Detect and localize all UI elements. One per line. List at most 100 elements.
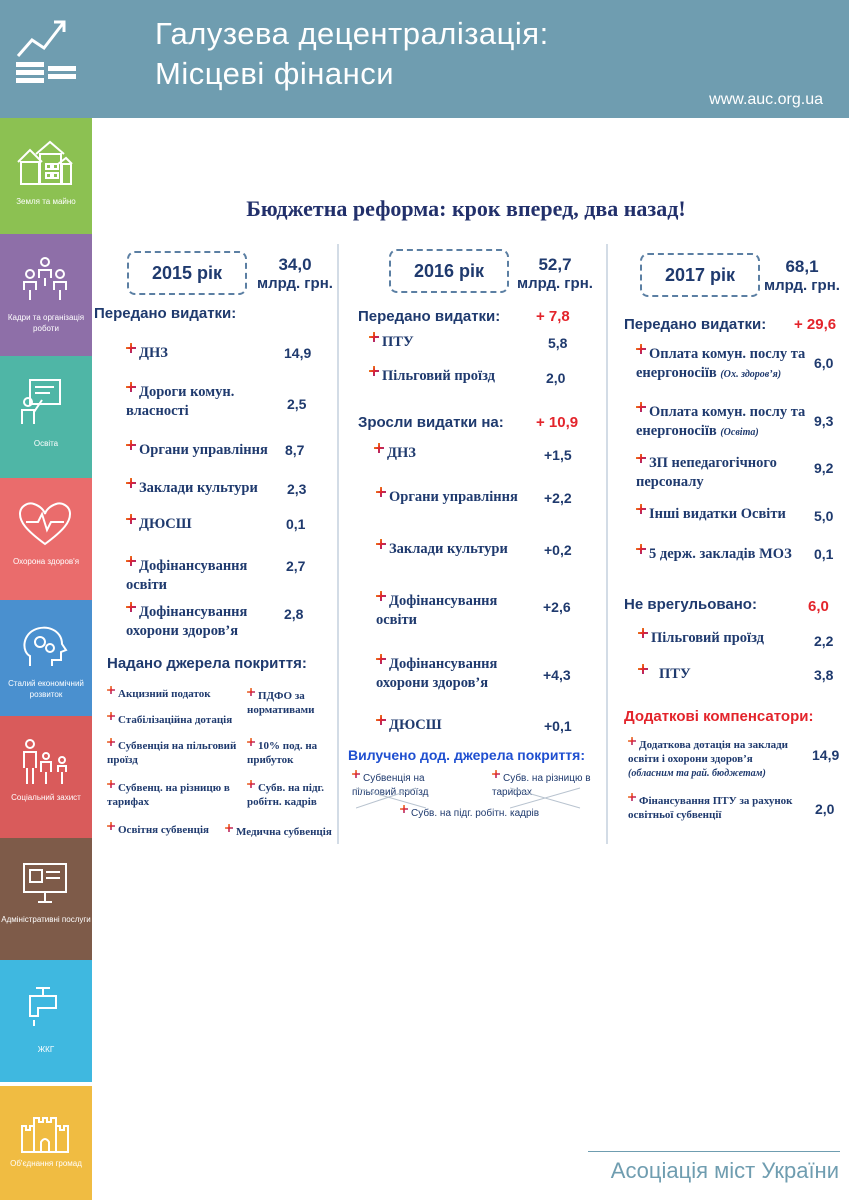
source-item: Освітня субвенція [107,822,209,837]
head-gears-icon [23,626,68,666]
sidebar-item-housing[interactable]: ЖКГ [0,960,92,1082]
list-value: 2,0 [815,801,835,817]
list-value: 9,3 [814,413,834,429]
transferred-label-2015: Передано видатки: [94,305,237,322]
list-value: 8,7 [285,442,305,458]
list-value: 2,0 [546,370,566,386]
strike-lines [510,787,581,809]
people-icon [23,257,67,300]
list-value: +0,1 [544,718,572,734]
source-item: ПДФО за нормативами [247,688,315,716]
year-2016-box: 2016 рік [389,249,509,293]
increased-label-2016: Зросли видатки на: [358,414,504,431]
sidebar-item-staff[interactable]: Кадри та організація роботи [0,234,92,356]
list-value: +4,3 [543,667,571,683]
list-value: +0,2 [544,542,572,558]
list-item: Оплата комун. послу та енергоносіїв (Ох.… [636,344,806,381]
sidebar-item-education[interactable]: Освіта [0,356,92,478]
list-item: Заклади культури [126,478,258,498]
list-item: ДЮСШ [126,514,192,534]
year-2015-box: 2015 рік [127,251,247,295]
list-value: +2,2 [544,490,572,506]
compensator-item: Фінансування ПТУ за рахунок освітньої су… [628,793,793,821]
faucet-icon [29,987,57,1026]
unsettled-value-2017: 6,0 [808,598,829,615]
source-item: Субвенція на пільговий проїзд [107,738,237,766]
list-value: 2,8 [284,606,304,622]
list-value: 2,5 [287,396,307,412]
transferred-label-2017: Передано видатки: [624,316,767,333]
unsettled-label-2017: Не врегульовано: [624,596,757,613]
list-item: ДНЗ [374,443,416,463]
transferred-delta-2017: + 29,6 [794,316,837,333]
list-value: 14,9 [284,345,312,361]
sidebar: Земля та майно Кадри та організація робо… [0,118,92,1200]
title-line-1: Галузева децентралізація: [155,16,549,51]
transferred-delta-2016: + 7,8 [536,308,570,325]
sidebar-item-admin[interactable]: Адміністративні послуги [0,838,92,960]
amount-2015: 34,0 млрд. грн. [257,255,333,292]
list-item: Дофінансування освіти [126,556,248,593]
list-value: 5,0 [814,508,834,524]
sidebar-item-social[interactable]: Соціальний захист [0,716,92,838]
list-item: Оплата комун. послу та енергоносіїв (Осв… [636,402,806,439]
list-value: +2,6 [543,599,571,615]
list-value: 5,8 [548,335,568,351]
list-value: +1,5 [544,447,572,463]
list-value: 2,3 [287,481,307,497]
column-divider [337,244,339,844]
list-item: ДЮСШ [376,715,442,735]
list-item: Заклади культури [376,539,508,559]
list-value: 14,9 [812,747,840,763]
increased-delta-2016: + 10,9 [536,414,579,431]
source-item: Акцизний податок [107,686,211,701]
sidebar-item-economy[interactable]: Сталий економічний розвиток [0,600,92,722]
list-item: Дофінансування освіти [376,591,498,628]
removed-label-2016: Вилучено дод. джерела покриття: [348,747,585,763]
sources-label-2015: Надано джерела покриття: [107,655,307,672]
sidebar-item-land[interactable]: Земля та майно [0,118,92,240]
source-item: 10% под. на прибуток [247,738,318,766]
amount-2017: 68,1 млрд. грн. [764,257,840,294]
list-value: 9,2 [814,460,834,476]
source-item: Стабілізаційна дотація [107,712,232,727]
family-icon [23,739,67,784]
header: Галузева децентралізація: Місцеві фінанс… [0,0,849,118]
year-2017-box: 2017 рік [640,253,760,297]
site-url[interactable]: www.auc.org.ua [709,91,823,108]
list-value: 2,2 [814,633,834,649]
transferred-label-2016: Передано видатки: [358,308,501,325]
list-item: Дофінансування охорони здоров’я [126,602,248,639]
list-item: Пільговий проїзд [638,628,764,648]
list-item: Інші видатки Освіти [636,504,786,524]
list-item: Органи управління [126,440,268,460]
castle-icon [21,1117,69,1153]
list-value: 0,1 [286,516,306,532]
title-line-2: Місцеві фінанси [155,56,395,91]
infographic-title: Бюджетна реформа: крок вперед, два назад… [246,196,686,221]
sidebar-item-communities[interactable]: Об'єднання громад [0,1086,92,1200]
teacher-board-icon [21,379,61,424]
houses-icon [17,140,73,185]
footer-org-name: Асоціація міст України [610,1158,839,1183]
source-item: Субв. на підг. робітн. кадрів [247,780,325,808]
list-value: 6,0 [814,355,834,371]
growth-chart-icon [16,20,76,83]
column-divider [606,244,608,844]
compensator-item: Додаткова дотація на заклади освіти і ох… [628,737,789,779]
amount-2016: 52,7 млрд. грн. [517,255,593,292]
footer-divider [588,1151,840,1152]
list-item: Пільговий проїзд [369,366,495,386]
removed-item: Субв. на підг. робітн. кадрів [400,805,539,821]
strike-lines [356,787,427,809]
monitor-icon [23,863,67,903]
sidebar-item-health[interactable]: Охорона здоров'я [0,478,92,600]
list-value: 2,7 [286,558,306,574]
page-title: Галузева децентралізація: Місцеві фінанс… [155,14,549,94]
source-item: Субвенц. на різницю в тарифах [107,780,230,808]
list-item: Дофінансування охорони здоров’я [376,654,498,691]
list-item: ПТУ [369,332,414,352]
heart-pulse-icon [18,502,72,546]
list-value: 0,1 [814,546,834,562]
list-value: 3,8 [814,667,834,683]
